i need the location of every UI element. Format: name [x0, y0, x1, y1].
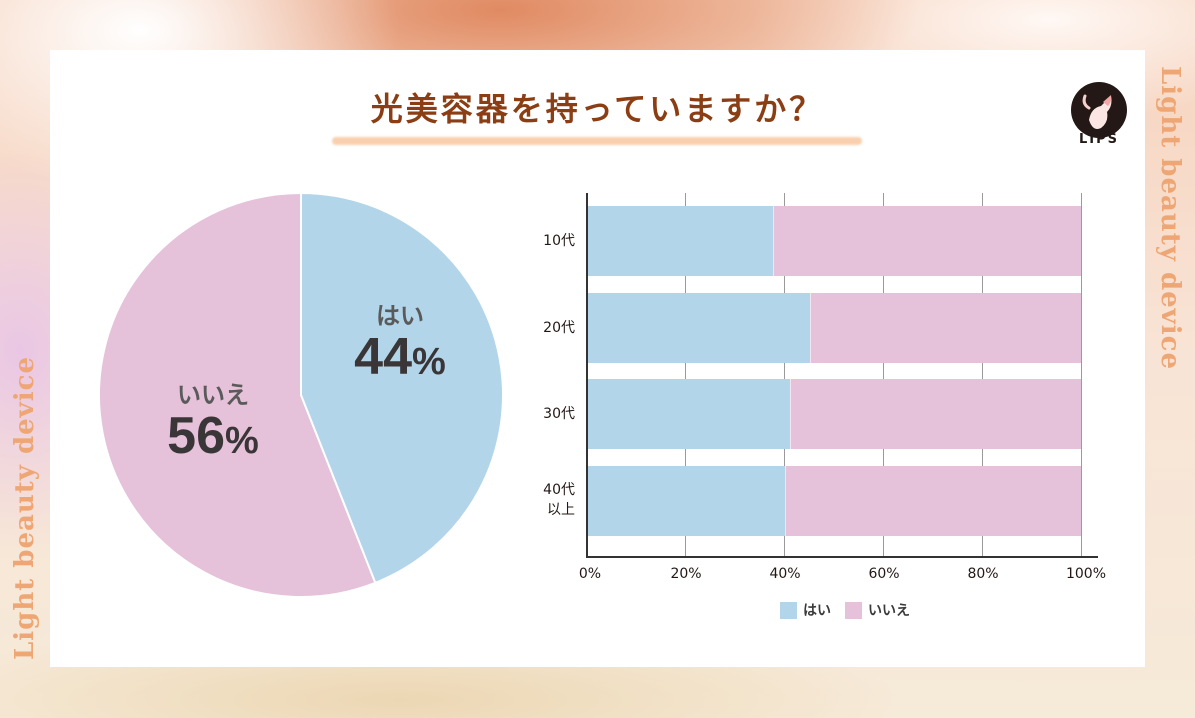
- bar-row-20s: [588, 293, 1081, 363]
- gridline-40: [784, 193, 785, 556]
- bar-row-40s-plus: [588, 466, 1081, 536]
- bar-segment-no: [790, 379, 1081, 449]
- legend-label-no: いいえ: [868, 603, 910, 619]
- title-underline: [332, 137, 862, 145]
- y-axis: [586, 193, 588, 557]
- bar-segment-no: [772, 206, 1081, 276]
- legend-swatch-yes: [780, 601, 797, 619]
- x-tick-40: 40%: [769, 566, 801, 582]
- bar-segment-no: [809, 293, 1081, 363]
- bar-segment-yes: [588, 293, 810, 363]
- bar-segment-yes: [588, 379, 791, 449]
- chart-legend: はい いいえ: [780, 600, 924, 620]
- y-label-40s-plus: 40代 以上: [543, 482, 575, 518]
- side-decoration-text-left: Light beauty device: [10, 355, 40, 660]
- y-label-10s: 10代: [543, 233, 575, 249]
- pie-label-yes-value: 44%: [354, 328, 446, 386]
- bar-segment-yes: [588, 466, 786, 536]
- pie-slice-yes: [300, 191, 504, 585]
- y-label-20s: 20代: [543, 320, 575, 336]
- gridline-20: [685, 193, 686, 556]
- gridline-60: [883, 193, 884, 556]
- x-tick-20: 20%: [670, 566, 702, 582]
- pie-label-no: いいえ 56%: [143, 375, 283, 462]
- brand-logo-text: LIPS: [1078, 132, 1119, 147]
- x-tick-100: 100%: [1065, 566, 1107, 582]
- x-tick-0: 0%: [578, 566, 602, 582]
- pie-slice-no: [98, 191, 377, 598]
- legend-label-yes: はい: [803, 603, 831, 619]
- x-axis: [586, 556, 1098, 558]
- y-label-30s: 30代: [543, 406, 575, 422]
- legend-swatch-no: [845, 601, 862, 619]
- pie-label-yes: はい 44%: [330, 296, 470, 383]
- legend-item-no: いいえ: [845, 600, 910, 620]
- bar-segment-yes: [588, 206, 773, 276]
- page-title: 光美容器を持っていますか？: [370, 90, 825, 128]
- pie-label-no-value: 56%: [167, 407, 259, 465]
- gridline-100: [1081, 193, 1082, 556]
- x-tick-80: 80%: [967, 566, 999, 582]
- bar-segment-no: [785, 466, 1081, 536]
- bar-row-10s: [588, 206, 1081, 276]
- pie-label-no-category: いいえ: [177, 381, 249, 409]
- gridline-80: [982, 193, 983, 556]
- legend-item-yes: はい: [780, 600, 831, 620]
- x-tick-60: 60%: [868, 566, 900, 582]
- bar-row-30s: [588, 379, 1081, 449]
- lips-logo-icon: [1071, 82, 1127, 138]
- pie-chart: [98, 191, 504, 598]
- pie-label-yes-category: はい: [376, 302, 424, 330]
